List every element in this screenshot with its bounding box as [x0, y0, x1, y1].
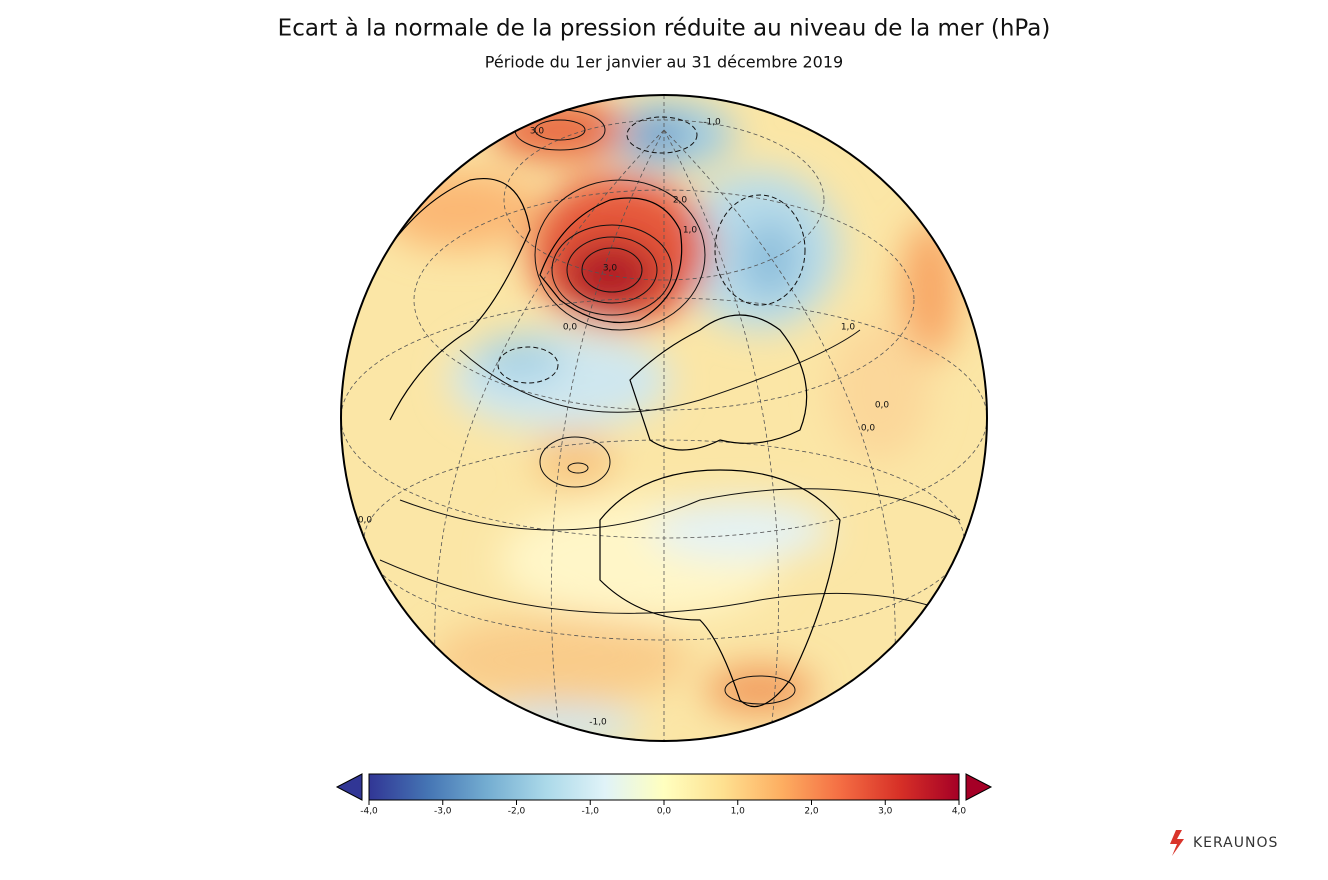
contour-label: 0,0	[861, 424, 876, 434]
contour-label: 0,0	[563, 323, 578, 333]
colorbar-extend-low	[335, 773, 363, 801]
contour-label: 3,0	[603, 264, 618, 274]
contours	[379, 109, 971, 705]
globe-outline	[340, 94, 988, 742]
contour-label: 1,0	[683, 226, 698, 236]
colorbar-tick-label: 3,0	[878, 807, 893, 817]
coastlines	[379, 178, 841, 708]
contour-label: -1,0	[703, 118, 721, 128]
brand: KERAUNOS	[1170, 830, 1278, 856]
colorbar-tick-label: -1,0	[581, 807, 599, 817]
contour-label: -1,0	[589, 718, 607, 728]
colorbar-tick-label: 0,0	[657, 807, 672, 817]
contour-label: 0,0	[875, 401, 890, 411]
colorbar: -4,0 -3,0 -2,0 -1,0 0,0 1,0 2,0 3,0 4,0	[335, 773, 993, 817]
title: Ecart à la normale de la pression réduit…	[278, 16, 1051, 42]
contour-label: 0,0	[358, 516, 373, 526]
brand-logo	[1170, 830, 1184, 856]
contour-label: 3,0	[530, 127, 545, 137]
contour-label: 1,0	[841, 323, 856, 333]
colorbar-tick-label: -2,0	[508, 807, 526, 817]
contour-label: 2,0	[673, 196, 688, 206]
negative-contours	[497, 116, 806, 384]
anomaly-field	[380, 100, 960, 741]
brand-name: KERAUNOS	[1193, 835, 1278, 851]
colorbar-tick-label: 4,0	[952, 807, 967, 817]
colorbar-extend-high	[965, 773, 993, 801]
colorbar-body	[368, 773, 960, 801]
subtitle: Période du 1er janvier au 31 décembre 20…	[485, 53, 843, 72]
contour-labels: 3,0 3,0 2,0 1,0 0,0 -1,0 1,0 0,0 0,0 -1,0 0,0	[358, 118, 890, 728]
colorbar-tick-label: -3,0	[434, 807, 452, 817]
colorbar-tick-label: -4,0	[360, 807, 378, 817]
colorbar-tick-label: 1,0	[731, 807, 746, 817]
globe	[341, 95, 987, 741]
colorbar-tick-label: 2,0	[804, 807, 819, 817]
